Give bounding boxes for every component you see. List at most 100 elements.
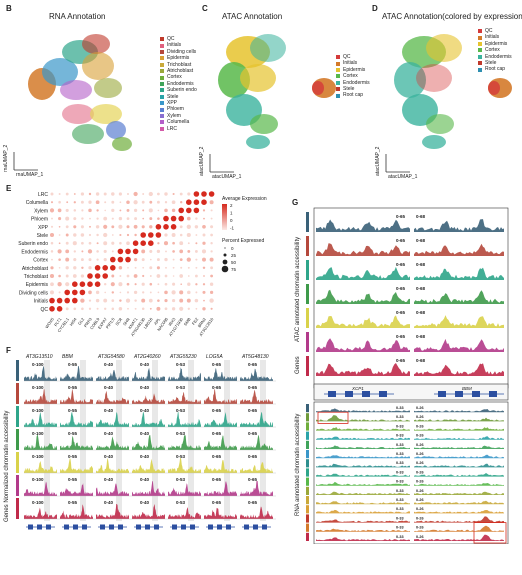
dotplot-gene-label: FEZ [191, 316, 200, 326]
dotplot-dot [94, 281, 101, 287]
dotplot-pct-tick: 75 [231, 267, 237, 272]
gene-model-exon [455, 391, 463, 397]
dotplot-dot [111, 225, 115, 229]
panel-g-rna-range: 0-33 [396, 452, 404, 456]
dotplot-dot [65, 249, 70, 254]
panel-g-atac-range: 0-65 [396, 286, 406, 291]
legend-b-xylem: Xylem [167, 112, 181, 119]
panel-f-range-label: 0-65 [248, 477, 258, 482]
coverage-track [240, 481, 273, 496]
dotplot-dot [157, 217, 160, 220]
dotplot-dot [126, 225, 130, 229]
panel-f-range-label: 0-65 [212, 477, 222, 482]
coverage-track [414, 219, 504, 232]
dotplot-gene-label: GL2 [77, 316, 86, 326]
dotplot-dot [65, 282, 70, 287]
panel-f-gene-label: AT3G54580 [97, 354, 125, 360]
panel-g-atac-range: 0-68 [416, 358, 426, 363]
legend-b-qc: QC [167, 36, 175, 42]
panel-f-range-label: 0-65 [248, 408, 258, 413]
coverage-track [168, 483, 201, 496]
dotplot-dot [157, 209, 160, 212]
legend-b-atrichoblast: Atrichoblast [167, 68, 194, 75]
dotplot-dot [170, 224, 177, 230]
dotplot-dot [118, 266, 123, 270]
panel-f-range-label: 0-40 [104, 477, 114, 482]
dotplot-dot [103, 232, 108, 238]
legend-d-qc: QC [485, 28, 493, 34]
dotplot-dot [65, 274, 69, 278]
dotplot-row-label: Cortex [33, 258, 48, 264]
dotplot-dot [171, 307, 176, 311]
dotplot-dot [125, 256, 131, 263]
dotplot-dot [202, 233, 206, 237]
panel-g-gene-label: BBM [462, 386, 472, 391]
coverage-track [316, 445, 410, 449]
dotplot-row-label: LRC [38, 192, 48, 198]
legend-d-epidermis: Epidermis [485, 40, 508, 47]
panel-f-range-label: 0-53 [176, 500, 186, 505]
dotplot-dot [65, 233, 69, 237]
panel-f-range-label: 0-65 [248, 362, 258, 367]
gene-model-exon [118, 524, 123, 530]
panel-f-range-label: 0-100 [32, 362, 44, 367]
panel-f-range-label: 0-65 [248, 385, 258, 390]
dotplot-dot [179, 258, 183, 262]
dotplot-dot [50, 282, 54, 287]
dotplot-dot [164, 208, 168, 213]
panel-c-axes-arrows [209, 154, 234, 173]
dotplot-dot [133, 208, 138, 213]
panel-f-range-label: 0-40 [140, 431, 150, 436]
dotplot-dot [80, 274, 85, 278]
panel-f-letter: F [6, 346, 11, 355]
cluster-color-bar [306, 284, 309, 304]
panel-f-range-label: 0-100 [32, 431, 44, 436]
dotplot-dot [65, 192, 69, 196]
dotplot-dot [64, 297, 70, 304]
panel-g-rna-range: 0-26 [416, 406, 424, 410]
coverage-track [316, 509, 410, 514]
legend-c-endodermis: Endodermis [343, 79, 370, 86]
legend-d-initials: Initials [485, 34, 500, 41]
panel-f-range-label: 0-65 [212, 431, 222, 436]
panel-g-rna-range: 0-33 [396, 424, 404, 428]
coverage-track [414, 267, 504, 280]
panel-g-rna-range: 0-26 [416, 434, 424, 438]
dotplot-dot [94, 265, 101, 271]
panel-f-range-label: 0-55 [68, 500, 78, 505]
coverage-track [240, 368, 273, 381]
dotplot-dot [179, 306, 184, 311]
cluster-color-bar [306, 468, 309, 477]
dotplot-dot [118, 282, 123, 287]
coverage-track [132, 412, 165, 427]
panel-g-rna-range: 0-33 [396, 434, 404, 438]
dotplot-dot [73, 201, 76, 204]
dotplot-dot [73, 250, 76, 253]
panel-f-range-label: 0-100 [32, 385, 44, 390]
dotplot-dot [203, 217, 205, 220]
panel-e-dotplot: LRC Columella Xylem Phloem XPP Stele Suberin e… [18, 191, 267, 337]
dotplot-dot [142, 291, 145, 294]
dotplot-dot [186, 232, 191, 238]
panel-f-range-label: 0-55 [68, 477, 78, 482]
dotplot-dot [210, 274, 214, 278]
dotplot-dot [104, 201, 107, 204]
dotplot-dot [88, 307, 92, 310]
gene-model-exon [208, 524, 213, 530]
dotplot-dot [49, 232, 55, 238]
legend-b-endodermis: Endodermis [167, 80, 194, 87]
cluster-color-bar [306, 413, 309, 422]
panel-f-gene-label: BBM [62, 354, 74, 360]
coverage-track [414, 417, 504, 422]
panel-f-range-label: 0-40 [104, 431, 114, 436]
panel-f-range-label: 0-55 [68, 408, 78, 413]
panel-f-range-label: 0-40 [104, 362, 114, 367]
panel-g-atac-range: 0-68 [416, 310, 426, 315]
dotplot-dot [72, 289, 78, 296]
panel-g-atac-range: 0-65 [396, 358, 406, 363]
dotplot-dot [195, 266, 198, 269]
coverage-track [132, 393, 165, 404]
coverage-track [168, 392, 201, 404]
dotplot-dot [193, 191, 200, 197]
dotplot-gene-label: LBD16 [143, 316, 155, 330]
